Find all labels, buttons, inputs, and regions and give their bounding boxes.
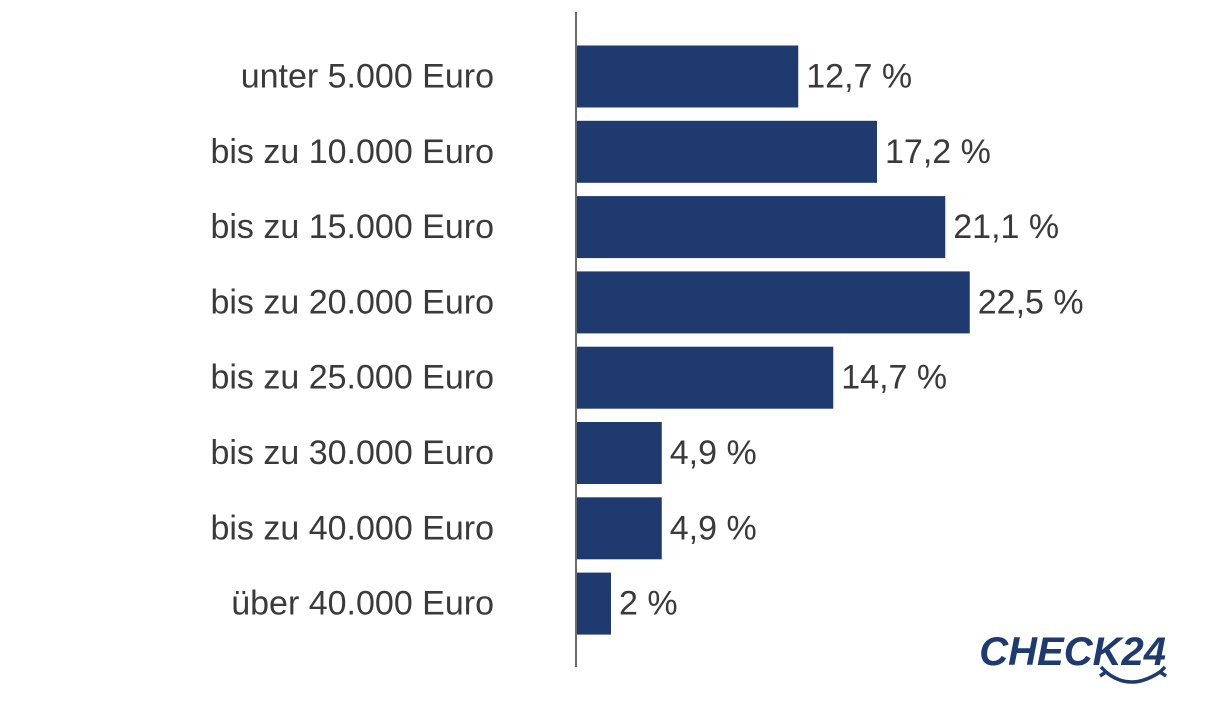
value-labels: 12,7 % 17,2 % 21,1 % 22,5 % 14,7 % 4,9 % 4,9 %… bbox=[619, 58, 1084, 623]
bar bbox=[576, 497, 662, 560]
bar bbox=[576, 196, 946, 259]
bar bbox=[576, 422, 662, 484]
category-label: bis zu 15.000 Euro bbox=[210, 208, 494, 246]
category-label: bis zu 40.000 Euro bbox=[210, 509, 494, 547]
value-label: 14,7 % bbox=[841, 359, 947, 397]
swoosh-arrow-left-icon bbox=[1099, 665, 1109, 678]
category-label: über 40.000 Euro bbox=[231, 585, 494, 623]
value-label: 21,1 % bbox=[953, 208, 1059, 246]
bar bbox=[576, 120, 877, 183]
value-label: 4,9 % bbox=[670, 509, 757, 547]
bars bbox=[576, 45, 970, 635]
bar bbox=[576, 572, 611, 635]
check24-swoosh-icon bbox=[1104, 670, 1161, 684]
category-label: bis zu 30.000 Euro bbox=[210, 434, 494, 472]
logo-text: CHECK24 bbox=[979, 630, 1166, 674]
value-label: 17,2 % bbox=[885, 133, 991, 171]
category-label: bis zu 25.000 Euro bbox=[210, 359, 494, 397]
category-labels: unter 5.000 Euro bis zu 10.000 Euro bis zu… bbox=[210, 58, 494, 623]
bar bbox=[576, 346, 834, 409]
check24-logo: CHECK24 bbox=[979, 630, 1167, 684]
value-label: 4,9 % bbox=[670, 434, 757, 472]
category-label: bis zu 10.000 Euro bbox=[210, 133, 494, 171]
bar bbox=[576, 45, 799, 108]
category-label: unter 5.000 Euro bbox=[241, 58, 494, 96]
swoosh-arrow-right-icon bbox=[1157, 665, 1167, 678]
value-label: 2 % bbox=[619, 585, 678, 623]
value-label: 22,5 % bbox=[978, 283, 1084, 321]
bar bbox=[576, 271, 970, 334]
value-label: 12,7 % bbox=[806, 58, 912, 96]
category-label: bis zu 20.000 Euro bbox=[210, 283, 494, 321]
